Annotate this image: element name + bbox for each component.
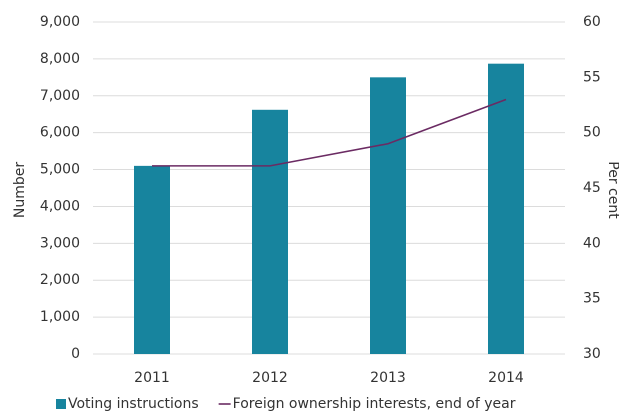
line <box>152 98 507 167</box>
x-tick-label: 2014 <box>488 370 524 386</box>
y-tick-label: 9,000 <box>40 14 80 30</box>
y-axis-label: Number <box>12 162 28 218</box>
bar <box>252 109 288 354</box>
bar <box>370 77 406 354</box>
y2-tick-label: 55 <box>583 69 601 85</box>
y-tick-label: 2,000 <box>40 272 80 288</box>
y2-tick-label: 45 <box>583 180 601 196</box>
y2-axis-label: Per cent <box>605 161 619 219</box>
y-tick-label: 7,000 <box>40 88 80 104</box>
y2-tick-label: 50 <box>583 125 601 141</box>
y2-tick-label: 60 <box>583 14 601 30</box>
x-tick-label: 2011 <box>134 370 170 386</box>
y-tick-label: 4,000 <box>40 198 80 214</box>
bar <box>134 165 170 354</box>
legend-label: Foreign ownership interests, end of year <box>233 396 516 412</box>
y2-tick-label: 35 <box>583 291 601 307</box>
y-tick-label: 8,000 <box>40 51 80 67</box>
y-tick-label: 1,000 <box>40 309 80 325</box>
y-tick-label: 5,000 <box>40 162 80 178</box>
legend-swatch <box>56 399 66 409</box>
x-tick-label: 2013 <box>370 370 406 386</box>
x-tick-label: 2012 <box>252 370 288 386</box>
bar <box>488 63 524 354</box>
y-tick-label: 6,000 <box>40 125 80 141</box>
y2-tick-label: 40 <box>583 235 601 251</box>
y2-tick-label: 30 <box>583 346 601 362</box>
y-tick-label: 0 <box>71 346 80 362</box>
y-tick-label: 3,000 <box>40 235 80 251</box>
legend-label: Voting instructions <box>68 396 199 412</box>
